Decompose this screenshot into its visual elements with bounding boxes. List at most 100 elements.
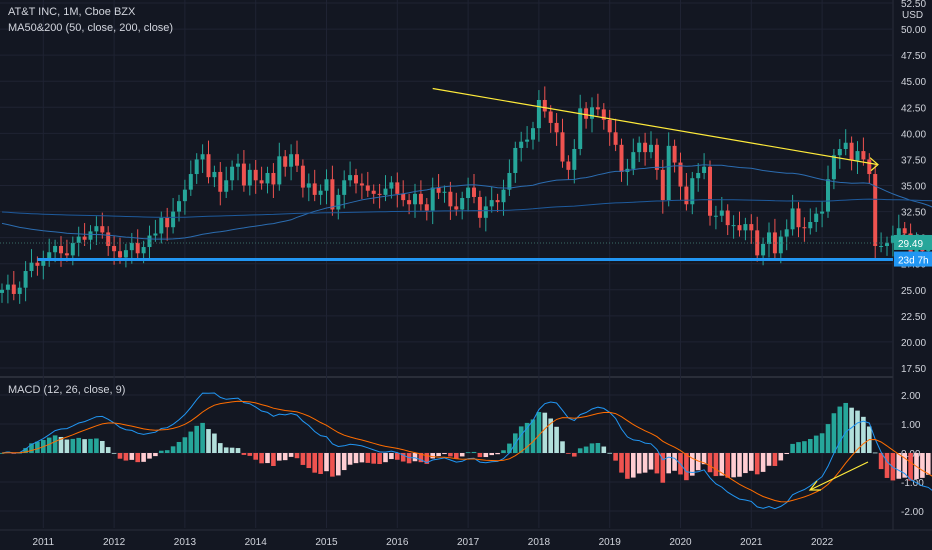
macd-histogram-bar: [819, 433, 825, 453]
macd-histogram-bar: [560, 441, 565, 453]
candle-body: [177, 201, 181, 212]
macd-histogram-bar: [749, 453, 754, 471]
support-badge: [894, 251, 932, 267]
time-tick-label: 2015: [315, 537, 338, 548]
macd-histogram-bar: [212, 433, 217, 453]
macd-histogram-bar: [831, 413, 837, 453]
candle-body: [88, 231, 93, 240]
candle-body: [401, 193, 406, 201]
candle-body: [873, 174, 878, 246]
macd-histogram-bar: [265, 453, 270, 464]
macd-histogram-bar: [29, 443, 34, 453]
candle-body: [236, 163, 240, 167]
candle-body: [283, 156, 288, 167]
candle-body: [265, 172, 270, 184]
time-tick-label: 2011: [33, 537, 55, 548]
candle-body: [165, 217, 170, 228]
candle-body: [590, 107, 594, 119]
macd-annotation-arrow: [809, 461, 869, 491]
candle-body: [106, 232, 111, 246]
candle-body: [312, 183, 317, 195]
macd-tick-label: 2.00: [901, 391, 921, 402]
macd-histogram-bar: [135, 453, 140, 463]
macd-histogram-bar: [170, 446, 176, 453]
macd-histogram-bar: [725, 453, 730, 478]
macd-histogram-bar: [707, 453, 713, 473]
candle-body: [271, 172, 276, 185]
macd-histogram-bar: [46, 437, 52, 453]
macd-histogram-bar: [613, 453, 618, 461]
macd-histogram-bar: [88, 438, 93, 453]
candle-body: [737, 225, 742, 231]
macd-histogram-bar: [82, 439, 87, 453]
candle-body: [460, 198, 465, 210]
candle-body: [890, 235, 895, 243]
macd-histogram-bar: [695, 453, 701, 471]
signal-line: [1, 400, 932, 503]
macd-histogram-bar: [341, 453, 347, 471]
macd-histogram-bar: [271, 453, 276, 467]
macd-histogram-bar: [589, 443, 595, 453]
candle-body: [684, 186, 689, 205]
candle-body: [536, 99, 541, 129]
ma200-line: [1, 198, 932, 218]
macd-histogram-bar: [288, 453, 294, 457]
candle-body: [472, 187, 476, 197]
macd-histogram-bar: [648, 453, 654, 470]
candle-body: [613, 132, 618, 145]
macd-histogram-bar: [277, 453, 282, 461]
candle-body: [654, 144, 659, 170]
candle-body: [619, 144, 624, 172]
macd-histogram-bar: [802, 441, 807, 453]
candle-body: [666, 145, 671, 201]
candle-body: [47, 252, 52, 261]
macd-histogram-bar: [908, 453, 913, 481]
candle-body: [761, 243, 766, 256]
macd-histogram-bar: [920, 453, 925, 478]
candle-body: [141, 247, 146, 254]
candle-body: [560, 132, 565, 162]
macd-histogram-bar: [294, 453, 300, 459]
macd-histogram-bar: [395, 453, 400, 460]
macd-histogram-bar: [471, 451, 477, 453]
macd-histogram-bar: [430, 453, 435, 459]
macd-histogram-bar: [719, 453, 725, 476]
candle-body: [448, 191, 453, 207]
candle-body: [690, 178, 695, 205]
candle-body: [76, 236, 81, 243]
macd-histogram-bar: [123, 453, 129, 461]
macd-histogram-bar: [377, 453, 382, 465]
macd-histogram-bar: [542, 412, 548, 453]
macd-histogram-bar: [153, 453, 158, 457]
macd-histogram-bar: [76, 437, 81, 453]
macd-histogram-bar: [400, 453, 406, 462]
candle-body: [483, 206, 488, 218]
candle-body: [513, 147, 518, 173]
candle-body: [365, 185, 370, 191]
macd-histogram-bar: [754, 453, 760, 475]
candle-body: [41, 260, 46, 266]
macd-histogram-bar: [672, 453, 677, 471]
candle-body: [731, 225, 736, 227]
candle-body: [525, 139, 530, 142]
macd-histogram-bar: [52, 435, 58, 453]
price-tick-label: 22.50: [901, 312, 926, 323]
macd-histogram-bar: [424, 453, 430, 464]
price-tick-label: 42.50: [901, 103, 926, 114]
time-tick-label: 2022: [811, 537, 834, 548]
candle-body: [247, 169, 252, 186]
candle-body: [808, 222, 813, 229]
candle-body: [507, 172, 512, 190]
macd-histogram-bar: [642, 453, 648, 473]
macd-histogram-bar: [442, 453, 447, 455]
candle-body: [295, 154, 299, 166]
macd-histogram-bar: [418, 453, 424, 463]
candle-body: [395, 182, 400, 194]
macd-histogram-bar: [825, 424, 831, 453]
candle-body: [702, 166, 707, 173]
macd-histogram-bar: [383, 453, 388, 463]
candle-body: [542, 99, 547, 112]
macd-histogram-bar: [607, 452, 612, 454]
candle-body: [306, 183, 311, 188]
